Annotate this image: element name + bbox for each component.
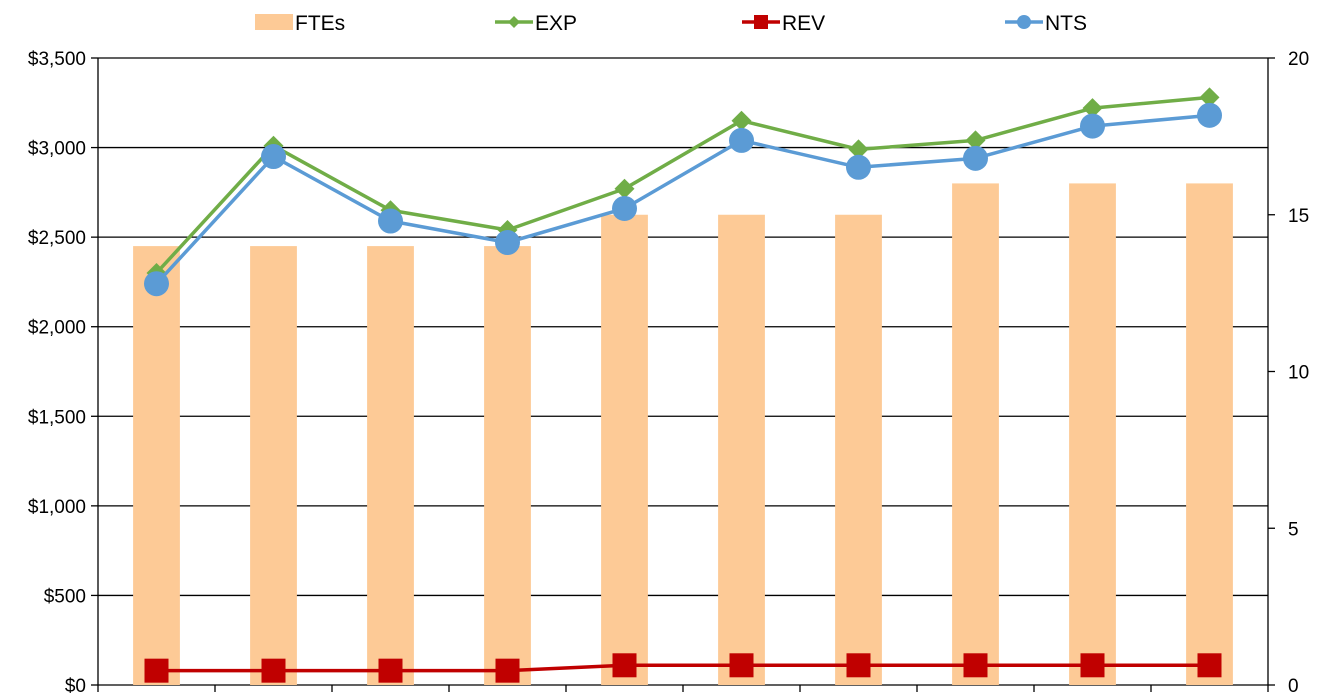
line-rev [156, 663, 1210, 673]
marker-rev [261, 658, 286, 683]
bar-ftes [601, 214, 648, 685]
right-axis-tick-label: 10 [1288, 363, 1309, 384]
bar-ftes [952, 183, 999, 685]
marker-nts [1080, 113, 1105, 139]
bar-ftes [367, 246, 414, 685]
left-axis-tick-label: $500 [44, 586, 86, 607]
legend-marker-exp [508, 16, 520, 28]
marker-rev [729, 653, 754, 678]
marker-nts [846, 154, 871, 180]
marker-exp [1082, 98, 1103, 119]
marker-rev [846, 653, 871, 678]
left-axis-tick-label: $2,500 [28, 228, 86, 249]
bar-ftes [718, 214, 765, 685]
bar-ftes [835, 214, 882, 685]
marker-nts [1197, 102, 1222, 128]
legend-swatch-ftes [255, 14, 293, 30]
legend-label-nts: NTS [1045, 12, 1087, 35]
bar-ftes [250, 246, 297, 685]
marker-rev [378, 658, 403, 683]
legend: FTEs EXP REV NTS [255, 12, 1087, 35]
bar-ftes [1186, 183, 1233, 685]
right-axis-tick-label: 0 [1288, 676, 1299, 695]
marker-rev [1080, 653, 1105, 678]
marker-nts [144, 271, 169, 297]
bar-ftes [133, 246, 180, 685]
legend-label-rev: REV [782, 12, 825, 35]
marker-rev [1197, 653, 1222, 678]
marker-exp [965, 130, 986, 151]
marker-exp [848, 139, 869, 160]
left-axis-tick-label: $3,000 [28, 139, 86, 160]
marker-exp [731, 110, 752, 131]
left-axis-tick-label: $0 [65, 676, 86, 695]
bar-ftes [1069, 183, 1116, 685]
right-axis-tick-label: 15 [1288, 206, 1309, 227]
left-axis-tick-label: $1,500 [28, 407, 86, 428]
line-nts [155, 113, 1210, 285]
right-axis-tick-label: 5 [1288, 519, 1299, 540]
marker-exp [1199, 87, 1220, 108]
bar-series [133, 183, 1233, 685]
right-axis-tick-label: 20 [1288, 49, 1309, 70]
marker-rev [144, 658, 169, 683]
left-axis-tick-label: $1,000 [28, 497, 86, 518]
marker-exp [614, 178, 635, 199]
marker-rev [495, 658, 520, 683]
marker-nts [963, 145, 988, 171]
marker-rev [963, 653, 988, 678]
legend-marker-nts [1017, 15, 1031, 29]
marker-rev [612, 653, 637, 678]
legend-label-ftes: FTEs [295, 12, 345, 35]
left-axis-tick-label: $2,000 [28, 318, 86, 339]
bar-ftes [484, 246, 531, 685]
legend-label-exp: EXP [535, 12, 577, 35]
marker-nts [378, 208, 403, 234]
left-axis-tick-label: $3,500 [28, 49, 86, 70]
line-series [144, 87, 1222, 683]
legend-marker-rev [754, 15, 768, 29]
marker-nts [495, 230, 520, 256]
axes: $0 $500 $1,000 $1,500 $2,000 $2,500 $3,000 $3,5… [28, 49, 1309, 695]
line-exp [155, 95, 1210, 275]
marker-nts [261, 144, 286, 170]
marker-nts [612, 195, 637, 221]
marker-nts [729, 127, 754, 153]
